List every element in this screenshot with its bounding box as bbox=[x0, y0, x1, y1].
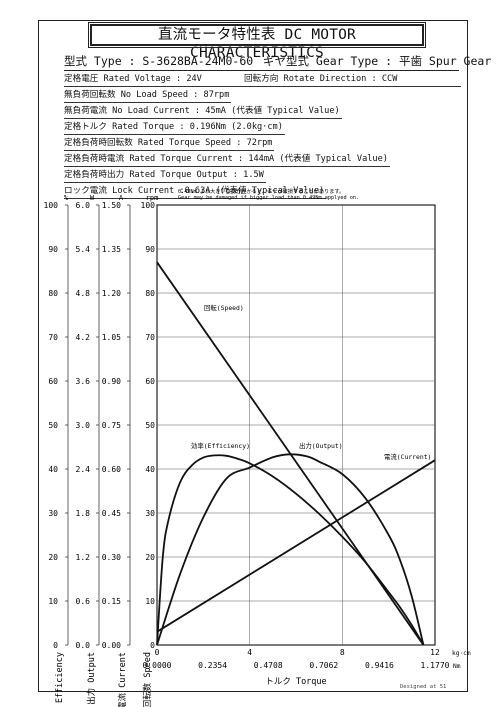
torque-nm-tick-label: 0.4708 bbox=[254, 661, 283, 670]
speed-tick-label: 70 bbox=[145, 333, 155, 342]
output-tick-label: 6.0 bbox=[76, 201, 91, 210]
efficiency-unit: % bbox=[64, 194, 69, 202]
page-title: 直流モータ特性表 DC MOTOR CHARACTERISTICS bbox=[88, 22, 426, 61]
spec-rotate-direction: 回転方向 Rotate Direction : CCW bbox=[244, 74, 398, 84]
torque-kgcm-tick-label: 12 bbox=[430, 648, 440, 657]
efficiency-axis-label: 効率 Efficiency bbox=[54, 652, 65, 707]
efficiency-tick-label: 50 bbox=[48, 421, 58, 430]
efficiency-tick-label: 80 bbox=[48, 289, 58, 298]
efficiency-curve-label: 効率(Efficiency) bbox=[191, 441, 250, 450]
current-unit: A bbox=[119, 194, 124, 202]
current-tick-label: 0.60 bbox=[102, 465, 121, 474]
model-type: 型式 Type : S-3628BA-24M0-60 bbox=[64, 54, 254, 68]
efficiency-tick-label: 100 bbox=[44, 201, 59, 210]
torque-kgcm-tick-label: 0 bbox=[155, 648, 160, 657]
torque-kgcm-tick-label: 8 bbox=[340, 648, 345, 657]
torque-nm-tick-label: 0.0000 bbox=[143, 661, 172, 670]
speed-tick-label: 50 bbox=[145, 421, 155, 430]
current-curve bbox=[156, 459, 436, 633]
torque-nm-tick-label: 0.2354 bbox=[198, 661, 227, 670]
speed-tick-label: 10 bbox=[145, 597, 155, 606]
speed-tick-label: 100 bbox=[141, 201, 156, 210]
efficiency-tick-label: 0 bbox=[53, 641, 58, 650]
speed-tick-label: 20 bbox=[145, 553, 155, 562]
efficiency-curve bbox=[156, 454, 425, 646]
output-axis-label: 出力 Output bbox=[86, 652, 97, 705]
speed-tick-label: 60 bbox=[145, 377, 155, 386]
torque-kgcm-unit: kg·cm bbox=[452, 650, 471, 657]
torque-nm-tick-label: 0.7062 bbox=[309, 661, 338, 670]
output-tick-label: 1.2 bbox=[76, 553, 91, 562]
speed-tick-label: 90 bbox=[145, 245, 155, 254]
efficiency-tick-label: 70 bbox=[48, 333, 58, 342]
speed-curve-label: 回転(Speed) bbox=[204, 304, 244, 312]
spec-rated-voltage-row: 定格電圧 Rated Voltage : 24V 回転方向 Rotate Dir… bbox=[64, 72, 461, 87]
torque-nm-tick-label: 0.9416 bbox=[365, 661, 394, 670]
gear-type: ギヤ型式 Gear Type : 平歯 Spur Gear bbox=[263, 54, 492, 68]
output-tick-label: 3.6 bbox=[76, 377, 91, 386]
output-tick-label: 5.4 bbox=[76, 245, 91, 254]
current-tick-label: 0.45 bbox=[102, 509, 121, 518]
output-unit: W bbox=[90, 194, 95, 202]
output-tick-label: 2.4 bbox=[76, 465, 91, 474]
speed-tick-label: 30 bbox=[145, 509, 155, 518]
spec-rated-torque-speed: 定格負荷時回転数 Rated Torque Speed : 72rpm bbox=[64, 136, 275, 151]
output-tick-label: 4.2 bbox=[76, 333, 91, 342]
spec-no-load-speed: 無負荷回転数 No Load Speed : 87rpm bbox=[64, 88, 232, 103]
efficiency-tick-label: 60 bbox=[48, 377, 58, 386]
spec-no-load-current: 無負荷電流 No Load Current : 45mA (代表値 Typica… bbox=[64, 104, 342, 119]
speed-tick-label: 80 bbox=[145, 289, 155, 298]
current-tick-label: 1.35 bbox=[102, 245, 121, 254]
efficiency-tick-label: 90 bbox=[48, 245, 58, 254]
spec-rated-torque-current: 定格負荷時電流 Rated Torque Current : 144mA (代表… bbox=[64, 152, 390, 167]
torque-kgcm-tick-label: 4 bbox=[247, 648, 252, 657]
speed-tick-label: 0 bbox=[150, 641, 155, 650]
output-tick-label: 0.0 bbox=[76, 641, 91, 650]
efficiency-tick-label: 30 bbox=[48, 509, 58, 518]
torque-nm-unit: Nm bbox=[453, 663, 461, 670]
current-tick-label: 0.75 bbox=[102, 421, 121, 430]
output-tick-label: 0.6 bbox=[76, 597, 91, 606]
warning-jp: 0.49Nm より大きい負荷がかかると、ギヤが破損することがあります。 bbox=[178, 187, 344, 195]
spec-rated-voltage: 定格電圧 Rated Voltage : 24V bbox=[64, 74, 202, 84]
current-tick-label: 1.20 bbox=[102, 289, 121, 298]
spec-rated-torque-output: 定格負荷時出力 Rated Torque Output : 1.5W bbox=[64, 168, 266, 183]
current-tick-label: 1.05 bbox=[102, 333, 121, 342]
current-tick-label: 0.90 bbox=[102, 377, 121, 386]
current-tick-label: 1.50 bbox=[102, 201, 121, 210]
spec-rated-torque: 定格トルク Rated Torque : 0.196Nm (2.0kg·cm) bbox=[64, 120, 285, 135]
torque-nm-tick-label: 1.1770 bbox=[421, 661, 450, 670]
current-tick-label: 0.00 bbox=[102, 641, 121, 650]
current-tick-label: 0.15 bbox=[102, 597, 121, 606]
current-tick-label: 0.30 bbox=[102, 553, 121, 562]
speed-unit: rpm bbox=[146, 194, 159, 202]
current-curve-label: 電流(Current) bbox=[384, 452, 431, 461]
efficiency-tick-label: 40 bbox=[48, 465, 58, 474]
designed-note: Designed at 51 bbox=[400, 684, 446, 690]
speed-axis-label: 回転数 Speed bbox=[142, 652, 153, 707]
page-border bbox=[38, 20, 468, 692]
current-axis-label: 電流 Current bbox=[117, 652, 128, 707]
speed-tick-label: 40 bbox=[145, 465, 155, 474]
output-tick-label: 4.8 bbox=[76, 289, 91, 298]
torque-axis-label: トルク Torque bbox=[265, 677, 326, 687]
warning-en: Gear may be damaged if bigger load than … bbox=[178, 195, 359, 201]
spec-lock-current: ロック電流 Lock Current :0.63A (代表値 Typical V… bbox=[64, 184, 327, 199]
output-tick-label: 3.0 bbox=[76, 421, 91, 430]
efficiency-tick-label: 10 bbox=[48, 597, 58, 606]
model-line: 型式 Type : S-3628BA-24M0-60 ギヤ型式 Gear Typ… bbox=[64, 53, 491, 71]
output-curve-label: 出力(Output) bbox=[299, 441, 343, 450]
efficiency-tick-label: 20 bbox=[48, 553, 58, 562]
output-tick-label: 1.8 bbox=[76, 509, 91, 518]
output-curve bbox=[156, 453, 425, 646]
